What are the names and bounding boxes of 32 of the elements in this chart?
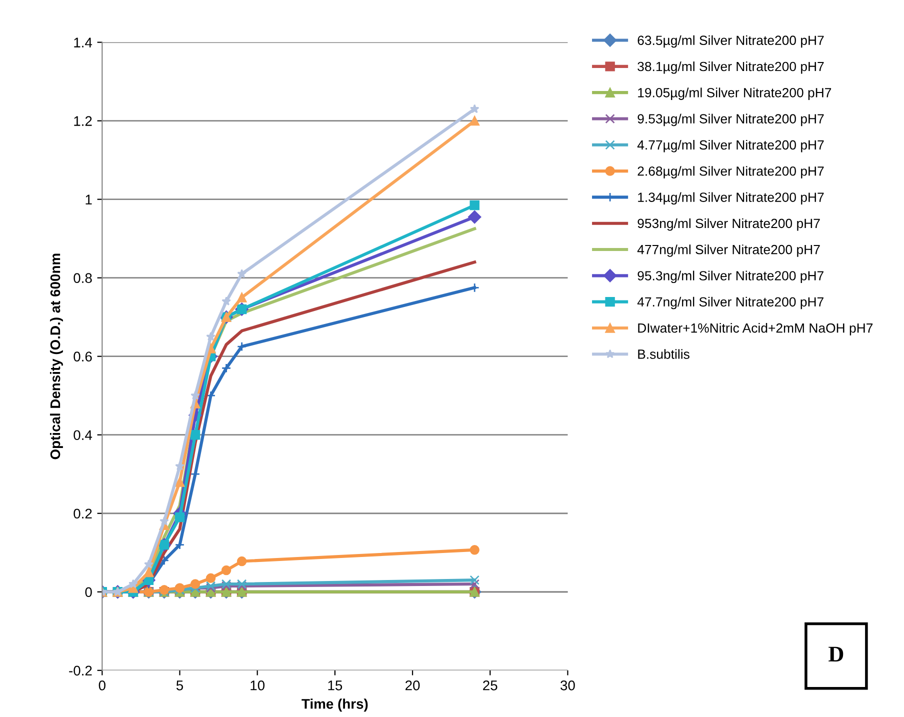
legend-label: B.subtilis [638,349,690,359]
legend-label: 95.3ng/ml Silver Nitrate200 pH7 [638,270,824,284]
text: D [828,646,844,662]
legend-label: 38.1µg/ml Silver Nitrate200 pH7 [638,61,824,74]
legend-label: 477ng/ml Silver Nitrate200 pH7 [637,244,820,257]
y-tick-label: 0.4 [74,430,92,440]
legend-label: 63.5µg/ml Silver Nitrate200 pH7 [638,35,824,48]
legend-label: 2.68µg/ml Silver Nitrate200 pH7 [638,166,824,178]
legend-label: 953ng/ml Silver Nitrate200 pH7 [638,218,820,231]
y-tick-label: 1 [86,194,92,204]
x-tick-label: 20 [406,680,420,690]
x-tick-label: 15 [328,680,342,690]
y-tick-label: 0.8 [74,273,92,284]
x-tick-label: 30 [560,680,575,690]
x-axis-title: Time (hrs) [302,698,368,712]
y-tick-label: 1.2 [74,116,92,126]
legend-label: 9.53µg/ml Silver Nitrate200 pH7 [638,114,824,126]
x-tick-label: 5 [176,680,184,690]
y-axis-title: Optical Density (O.D.) at 600nm [50,254,63,460]
y-tick-label: 0.2 [74,508,92,519]
y-tick-label: 0 [85,587,92,598]
legend-label: 4.77µg/ml Silver Nitrate200 pH7 [637,140,824,152]
y-tick-label: 0.6 [74,352,92,362]
y-tick-label: -0.2 [69,666,92,676]
x-tick-label: 0 [98,680,106,690]
legend-label: 47.7ng/ml Silver Nitrate200 pH7 [637,296,824,310]
x-tick-label: 25 [483,680,498,690]
legend-label: 1.34µg/ml Silver Nitrate200 pH7 [638,192,824,205]
legend-label: DIwater+1%Nitric Acid+2mM NaOH pH7 [638,323,873,336]
legend-label: 19.05µg/ml Silver Nitrate200 pH7 [638,88,832,100]
x-tick-label: 10 [250,680,265,690]
y-tick-label: 1.4 [74,38,92,48]
